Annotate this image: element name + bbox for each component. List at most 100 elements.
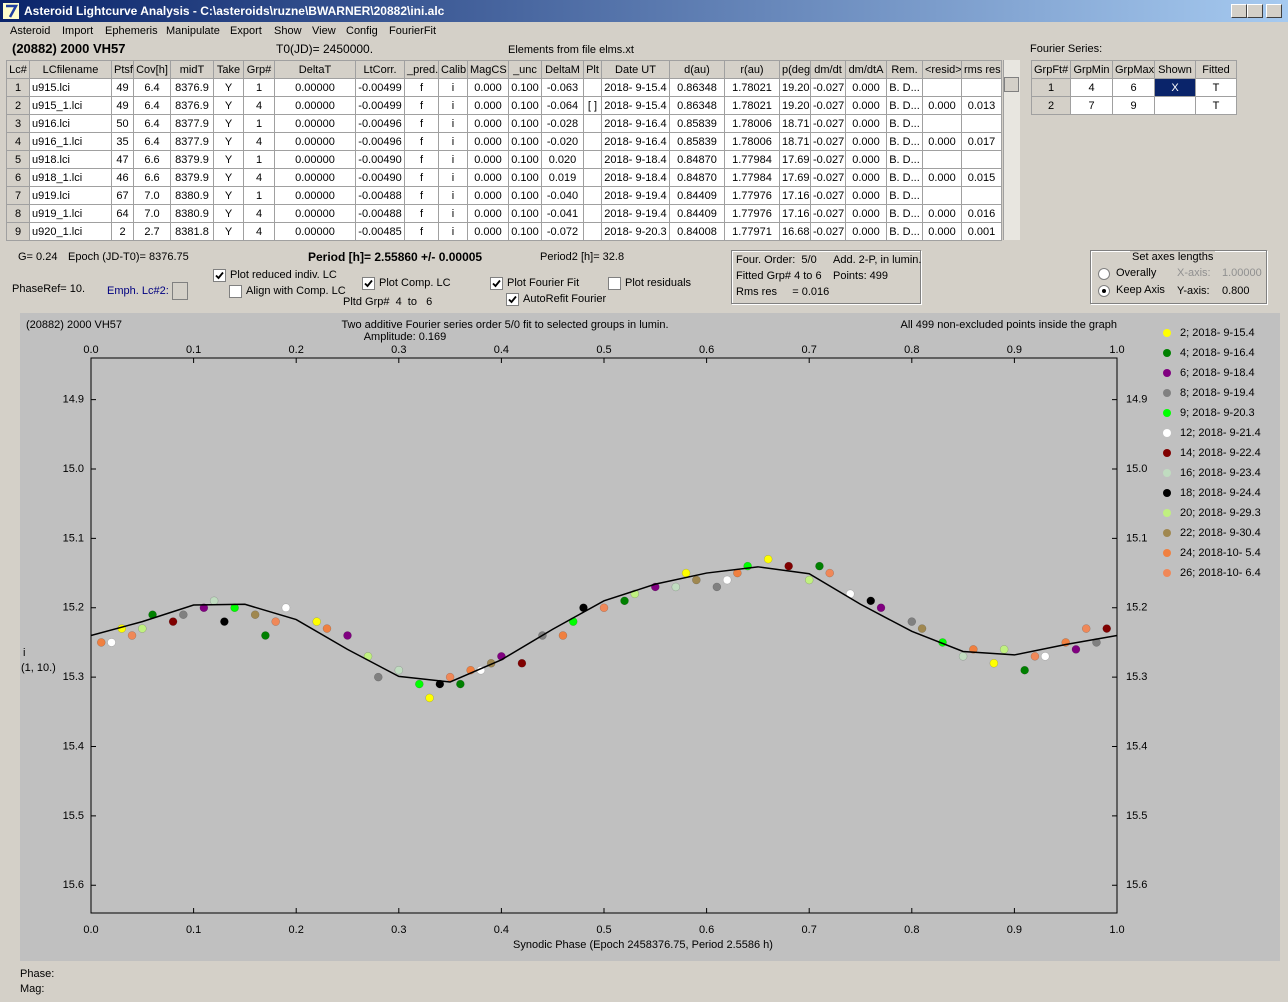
column-header[interactable]: DeltaM xyxy=(541,60,584,79)
table-cell[interactable]: i xyxy=(438,96,468,115)
table-cell[interactable]: B. D... xyxy=(886,132,923,151)
table-cell[interactable]: B. D... xyxy=(886,150,923,169)
column-header[interactable]: Cov[h] xyxy=(133,60,171,79)
table-cell[interactable]: u915_1.lci xyxy=(29,96,112,115)
table-cell[interactable]: i xyxy=(438,186,468,205)
table-cell[interactable]: 1.78021 xyxy=(724,78,780,97)
table-cell[interactable] xyxy=(583,150,602,169)
table-cell[interactable]: 0.016 xyxy=(961,204,1002,223)
table-cell[interactable]: 19.20 xyxy=(779,96,811,115)
menu-item[interactable]: Show xyxy=(274,25,302,37)
table-cell[interactable]: 0.000 xyxy=(845,204,887,223)
table-cell[interactable]: 0.001 xyxy=(961,222,1002,241)
spinner[interactable] xyxy=(172,282,188,300)
table-cell[interactable]: -0.027 xyxy=(810,222,846,241)
column-header[interactable]: <resid> xyxy=(922,60,962,79)
table-cell[interactable]: -0.027 xyxy=(810,78,846,97)
table-cell[interactable]: -0.027 xyxy=(810,150,846,169)
table-cell[interactable]: 67 xyxy=(111,186,134,205)
column-header[interactable]: Calib. xyxy=(438,60,468,79)
table-cell[interactable]: -0.00499 xyxy=(355,96,405,115)
table-cell[interactable]: 1 xyxy=(243,186,275,205)
table-cell[interactable]: B. D... xyxy=(886,96,923,115)
column-header[interactable]: Rem. xyxy=(886,60,923,79)
table-cell[interactable]: i xyxy=(438,78,468,97)
table-cell[interactable] xyxy=(583,168,602,187)
table-cell[interactable]: -0.00488 xyxy=(355,204,405,223)
table-cell[interactable]: -0.027 xyxy=(810,168,846,187)
table-cell[interactable]: 2 xyxy=(6,96,30,115)
column-header[interactable]: r(au) xyxy=(724,60,780,79)
table-cell[interactable]: 2018- 9-15.4 xyxy=(601,96,670,115)
table-cell[interactable]: Y xyxy=(213,222,244,241)
table-cell[interactable]: -0.027 xyxy=(810,186,846,205)
table-cell[interactable] xyxy=(583,186,602,205)
table-scrollbar[interactable] xyxy=(1003,60,1020,240)
column-header[interactable]: GrpFt# xyxy=(1031,60,1071,79)
table-cell[interactable]: u920_1.lci xyxy=(29,222,112,241)
column-header[interactable]: GrpMin xyxy=(1070,60,1113,79)
column-header[interactable]: Take xyxy=(213,60,244,79)
table-cell[interactable]: 1 xyxy=(243,150,275,169)
checkbox[interactable] xyxy=(229,285,242,298)
column-header[interactable]: _pred. xyxy=(404,60,439,79)
table-cell[interactable]: 2018- 9-20.3 xyxy=(601,222,670,241)
table-cell[interactable]: 8380.9 xyxy=(170,204,214,223)
table-cell[interactable]: 2 xyxy=(1031,96,1071,115)
column-header[interactable]: Fitted xyxy=(1195,60,1237,79)
table-cell[interactable]: 4 xyxy=(1070,78,1113,97)
table-cell[interactable]: 0.00000 xyxy=(274,222,356,241)
table-cell[interactable]: 0.000 xyxy=(922,132,962,151)
table-cell[interactable]: B. D... xyxy=(886,186,923,205)
table-cell[interactable]: i xyxy=(438,168,468,187)
table-cell[interactable]: 0.000 xyxy=(467,150,509,169)
table-cell[interactable]: 0.85839 xyxy=(669,114,725,133)
table-cell[interactable]: f xyxy=(404,114,439,133)
table-cell[interactable]: 0.86348 xyxy=(669,96,725,115)
table-cell[interactable]: 0.015 xyxy=(961,168,1002,187)
checkbox-label[interactable]: Plot reduced indiv. LC xyxy=(230,269,337,281)
table-cell[interactable]: 9 xyxy=(1112,96,1155,115)
checkbox[interactable] xyxy=(362,277,375,290)
table-cell[interactable]: 18.71 xyxy=(779,114,811,133)
table-cell[interactable]: 0.000 xyxy=(467,78,509,97)
table-cell[interactable]: f xyxy=(404,168,439,187)
table-cell[interactable]: 6.4 xyxy=(133,78,171,97)
table-cell[interactable]: 3 xyxy=(6,114,30,133)
table-cell[interactable]: 0.100 xyxy=(508,204,542,223)
table-cell[interactable]: 1.77976 xyxy=(724,204,780,223)
checkbox[interactable] xyxy=(213,269,226,282)
table-cell[interactable]: 2018- 9-16.4 xyxy=(601,132,670,151)
table-cell[interactable]: -0.020 xyxy=(541,132,584,151)
table-cell[interactable]: Y xyxy=(213,132,244,151)
table-cell[interactable]: 0.100 xyxy=(508,96,542,115)
checkbox[interactable] xyxy=(506,293,519,306)
table-cell[interactable]: 0.100 xyxy=(508,186,542,205)
table-cell[interactable]: -0.00490 xyxy=(355,150,405,169)
table-cell[interactable]: 46 xyxy=(111,168,134,187)
table-cell[interactable]: f xyxy=(404,222,439,241)
menu-item[interactable]: View xyxy=(312,25,336,37)
table-cell[interactable]: 0.100 xyxy=(508,132,542,151)
table-cell[interactable]: u915.lci xyxy=(29,78,112,97)
table-cell[interactable]: 6.6 xyxy=(133,168,171,187)
table-cell[interactable]: 0.100 xyxy=(508,114,542,133)
table-cell[interactable]: 0.000 xyxy=(922,168,962,187)
table-cell[interactable]: 0.100 xyxy=(508,222,542,241)
table-cell[interactable] xyxy=(583,78,602,97)
table-cell[interactable]: 4 xyxy=(243,168,275,187)
table-cell[interactable]: f xyxy=(404,132,439,151)
table-cell[interactable]: 2018- 9-18.4 xyxy=(601,150,670,169)
table-cell[interactable]: 64 xyxy=(111,204,134,223)
table-cell[interactable]: 0.019 xyxy=(541,168,584,187)
table-cell[interactable]: u919_1.lci xyxy=(29,204,112,223)
column-header[interactable]: dm/dtA xyxy=(845,60,887,79)
table-cell[interactable]: Y xyxy=(213,114,244,133)
close-button[interactable] xyxy=(1266,4,1282,18)
checkbox-label[interactable]: Plot Comp. LC xyxy=(379,277,451,289)
table-cell[interactable] xyxy=(583,222,602,241)
table-cell[interactable]: 1.77971 xyxy=(724,222,780,241)
table-cell[interactable]: T xyxy=(1195,78,1237,97)
table-cell[interactable] xyxy=(1154,96,1196,115)
table-cell[interactable]: 16.68 xyxy=(779,222,811,241)
